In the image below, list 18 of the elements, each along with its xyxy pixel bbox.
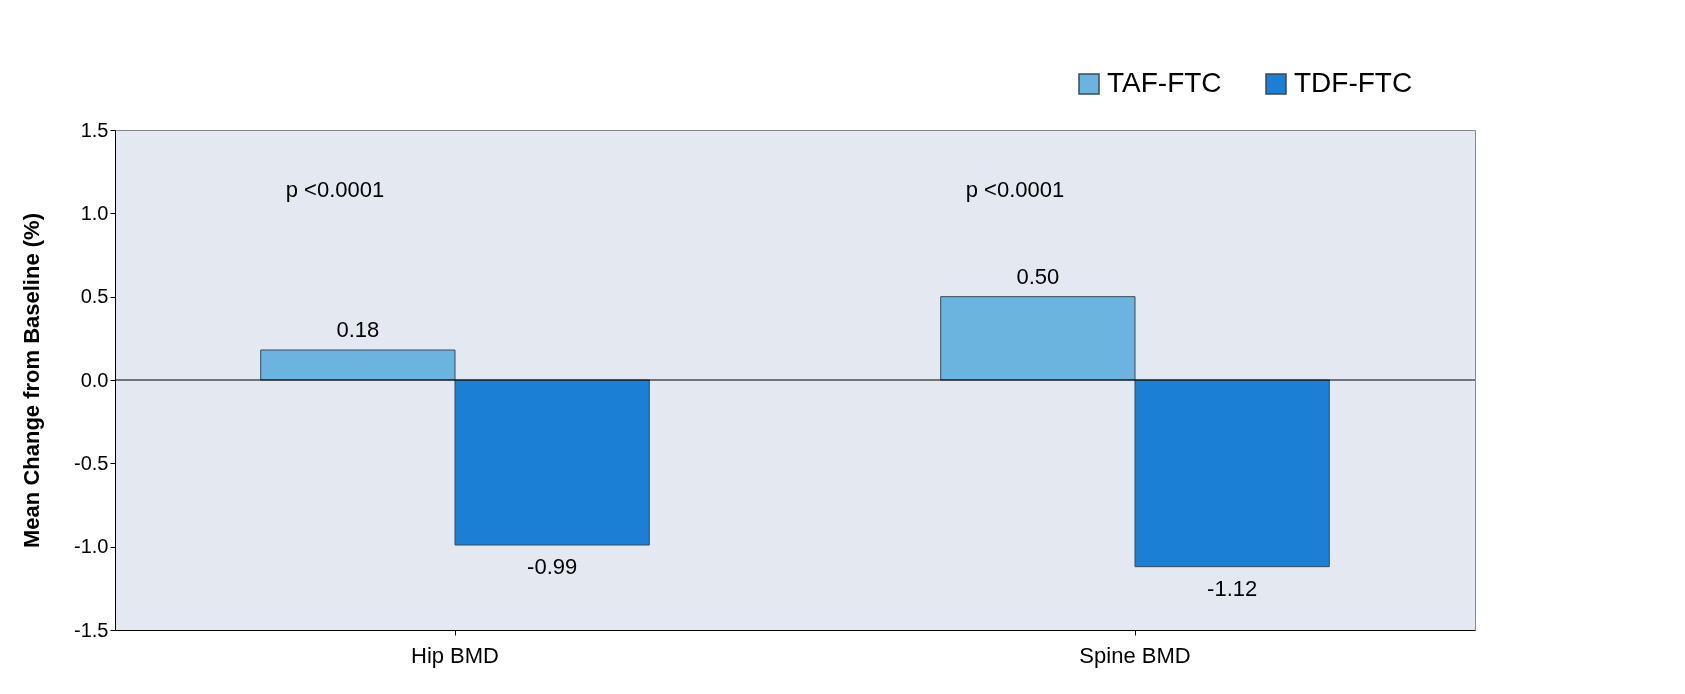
y-axis-title: Mean Change from Baseline (%) [19, 213, 45, 548]
annotation: p <0.0001 [285, 177, 385, 202]
x-tick-label: Hip BMD [410, 642, 500, 668]
y-tick-label: 0.0 [80, 368, 109, 391]
data-label: 0.18 [336, 317, 380, 342]
annotation: p <0.0001 [965, 177, 1065, 202]
legend-label: TDF-FTC [1294, 67, 1413, 98]
data-label: 0.50 [1016, 263, 1060, 289]
y-tick-label: -1.0 [74, 535, 109, 558]
legend-label: TAF-FTC [1107, 67, 1222, 98]
data-label: -1.12 [1207, 575, 1258, 601]
y-tick-label: -1.5 [74, 618, 109, 641]
y-tick-label: 1.5 [80, 118, 109, 141]
x-tick-label: Spine BMD [1079, 642, 1191, 668]
y-tick-label: 1.0 [80, 201, 109, 224]
y-tick-label: 0.5 [80, 285, 109, 308]
data-label: -0.99 [527, 554, 578, 579]
y-tick-label: -0.5 [74, 451, 109, 474]
